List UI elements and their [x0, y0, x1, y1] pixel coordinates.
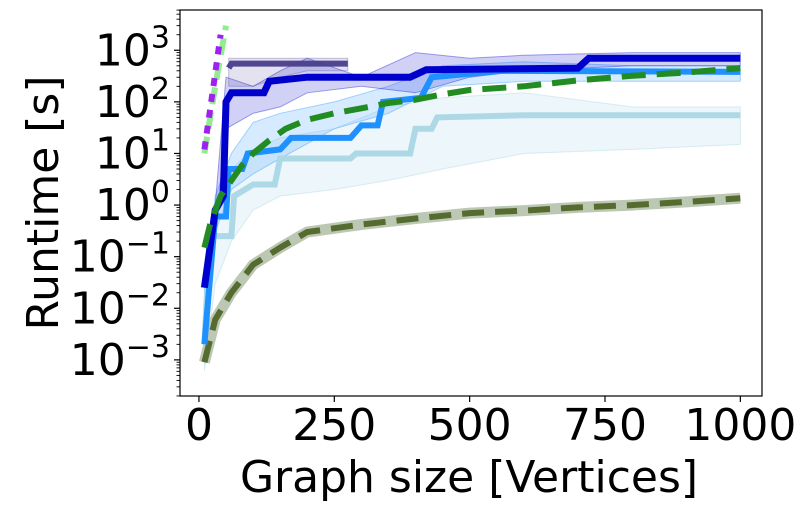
y-tick-label: 10−2: [70, 278, 170, 334]
series-9-line: [201, 34, 224, 150]
x-tick-label: 500: [428, 400, 512, 451]
y-tick-label: 103: [95, 20, 170, 76]
y-tick-label: 10−1: [70, 227, 170, 283]
x-axis-title: Graph size [Vertices]: [240, 452, 698, 503]
series-4-line: [201, 67, 741, 345]
series-8-line: [201, 25, 229, 154]
series-4-band: [203, 61, 741, 363]
y-axis-title: Runtime [s]: [18, 75, 69, 330]
x-tick-label: 1000: [684, 400, 795, 451]
series-7-line: [201, 65, 741, 249]
series-lines: [199, 25, 741, 364]
y-tick-label: 102: [95, 72, 170, 128]
series-2-line: [201, 195, 741, 363]
series-5-band: [203, 52, 741, 293]
y-tick-label: 100: [95, 175, 170, 231]
x-tick-label: 250: [292, 400, 376, 451]
y-tick-label: 101: [95, 123, 170, 179]
x-tick-label: 750: [563, 400, 647, 451]
series-3-line: [201, 112, 741, 345]
series-6-line: [226, 60, 348, 70]
series-1-line: [199, 192, 741, 364]
series-3-band: [203, 92, 741, 372]
x-tick-label: 0: [185, 400, 213, 451]
y-tick-label: 10−3: [70, 330, 170, 386]
plot-frame: [179, 9, 763, 397]
x-axis: 0 250 500 750 1000: [185, 396, 795, 451]
